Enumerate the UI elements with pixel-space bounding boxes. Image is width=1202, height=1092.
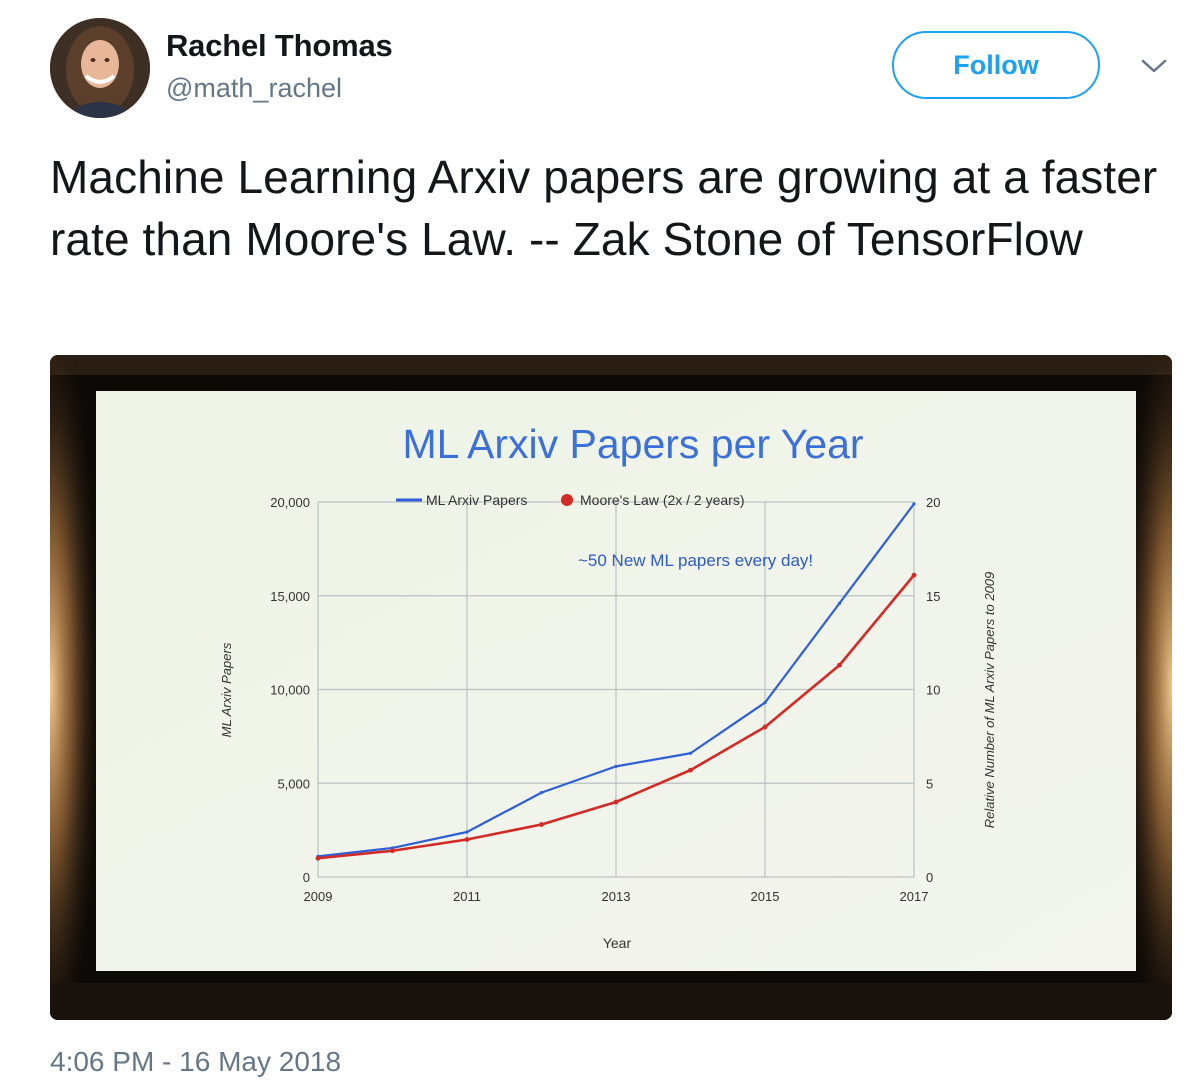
data-point-ml [763,701,767,705]
y2-tick-label: 15 [926,589,940,604]
chart-annotation: ~50 New ML papers every day! [578,551,813,570]
y-tick-label: 10,000 [270,683,310,698]
data-point-ml [614,764,618,768]
data-point-moore [688,767,693,773]
data-point-ml [539,791,544,795]
data-point-ml [688,751,693,755]
y-tick-label: 5,000 [277,776,310,791]
tweet-timestamp[interactable]: 4:06 PM - 16 May 2018 [50,1046,342,1077]
display-name[interactable]: Rachel Thomas [166,28,393,63]
y-tick-label: 20,000 [270,495,310,510]
y-axis-title: ML Arxiv Papers [219,642,234,737]
y2-tick-label: 0 [926,870,933,885]
slide-chart: ML Arxiv Papers per Year 0 0 5,000 5 10,000 10… [50,355,1172,1020]
legend-label-ml: ML Arxiv Papers [426,492,527,508]
chart-title: ML Arxiv Papers per Year [402,421,863,467]
x-tick-label: 2013 [602,889,631,904]
tweet-text: Machine Learning Arxiv papers are growin… [50,151,1158,265]
y2-axis-title: Relative Number of ML Arxiv Papers to 20… [982,572,997,829]
avatar[interactable] [50,18,150,118]
legend-swatch-moore [561,494,573,506]
data-point-moore [539,822,544,827]
user-handle[interactable]: @math_rachel [166,73,342,103]
data-point-moore [464,837,470,842]
data-point-ml [465,830,469,834]
x-axis-title: Year [603,935,632,951]
data-point-ml [837,601,842,605]
x-tick-label: 2011 [453,889,481,904]
x-tick-label: 2015 [751,889,780,904]
data-point-moore [613,799,619,805]
x-tick-label: 2017 [900,889,929,904]
y2-tick-label: 10 [926,683,940,698]
y-tick-label: 0 [303,870,310,885]
tweet-photo[interactable]: ML Arxiv Papers per Year 0 0 5,000 5 10,000 10… [50,355,1172,1020]
data-point-moore [315,855,321,861]
legend-label-moore: Moore's Law (2x / 2 years) [580,492,745,508]
data-point-moore [837,662,842,668]
data-point-moore [911,572,917,578]
y-tick-label: 15,000 [270,589,310,604]
chevron-down-icon[interactable] [1140,56,1168,76]
profile-photo [50,18,150,118]
data-point-moore [390,848,395,854]
data-point-moore [762,724,768,730]
data-point-ml [912,502,916,506]
y2-tick-label: 5 [926,776,933,791]
y2-tick-label: 20 [926,495,940,510]
x-tick-label: 2009 [304,889,333,904]
follow-button[interactable]: Follow [892,31,1100,99]
